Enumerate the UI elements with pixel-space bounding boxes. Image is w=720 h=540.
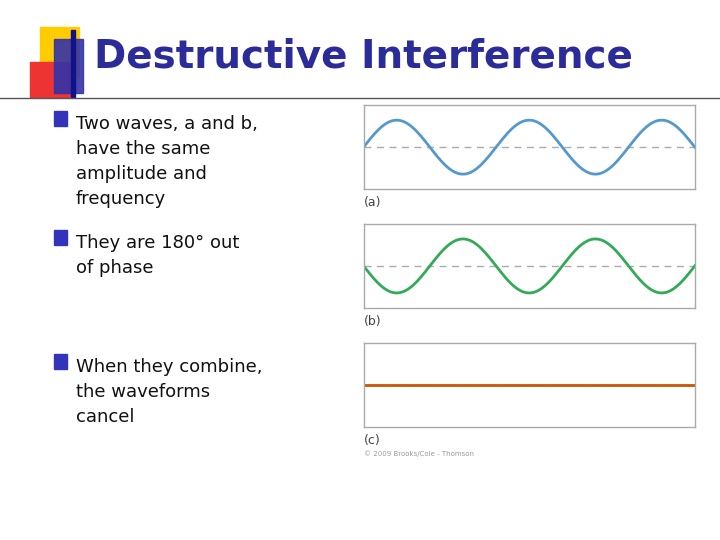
Text: They are 180° out
of phase: They are 180° out of phase <box>76 234 239 277</box>
Text: (b): (b) <box>364 315 381 328</box>
Text: (a): (a) <box>364 196 381 210</box>
Text: Destructive Interference: Destructive Interference <box>94 38 632 76</box>
Text: Two waves, a and b,
have the same
amplitude and
frequency: Two waves, a and b, have the same amplit… <box>76 115 258 208</box>
Text: When they combine,
the waveforms
cancel: When they combine, the waveforms cancel <box>76 358 262 426</box>
Text: © 2009 Brooks/Cole - Thomson: © 2009 Brooks/Cole - Thomson <box>364 450 474 457</box>
Text: (c): (c) <box>364 434 380 447</box>
